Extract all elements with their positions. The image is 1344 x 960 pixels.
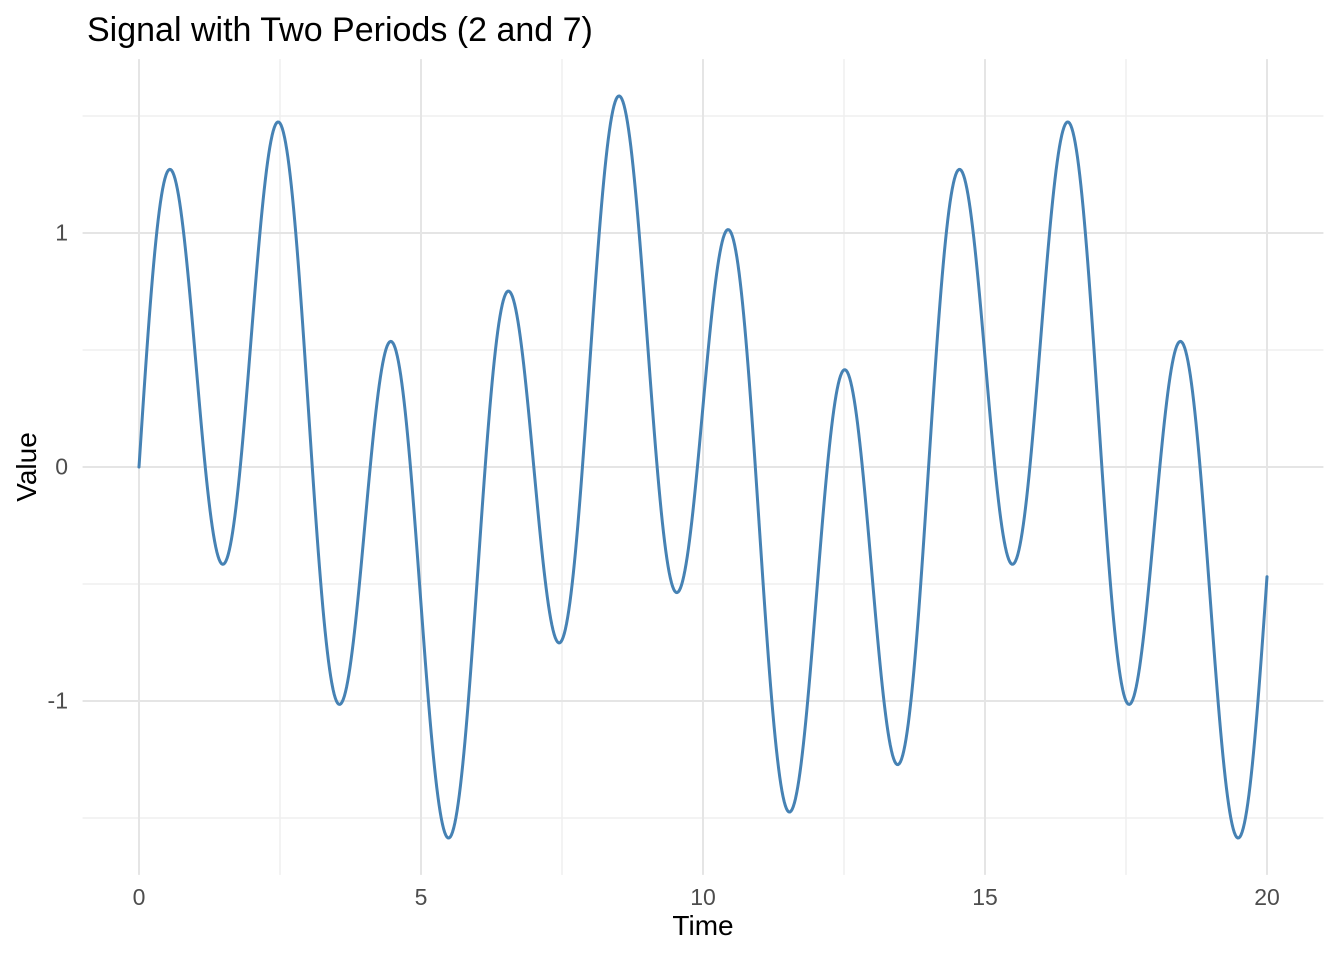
y-axis-title: Value (11, 432, 42, 502)
plot-title: Signal with Two Periods (2 and 7) (87, 11, 593, 49)
x-axis-title: Time (672, 910, 734, 941)
x-tick-label: 5 (414, 884, 428, 910)
x-tick-label: 15 (972, 884, 998, 910)
signal-line (137, 94, 1269, 840)
x-tick-label: 10 (690, 884, 716, 910)
x-tick-label: 0 (132, 884, 146, 910)
y-tick-label: -1 (47, 687, 68, 714)
y-tick-label: 0 (55, 453, 68, 480)
y-tick-label: 1 (55, 219, 68, 246)
x-tick-label: 20 (1254, 884, 1280, 910)
